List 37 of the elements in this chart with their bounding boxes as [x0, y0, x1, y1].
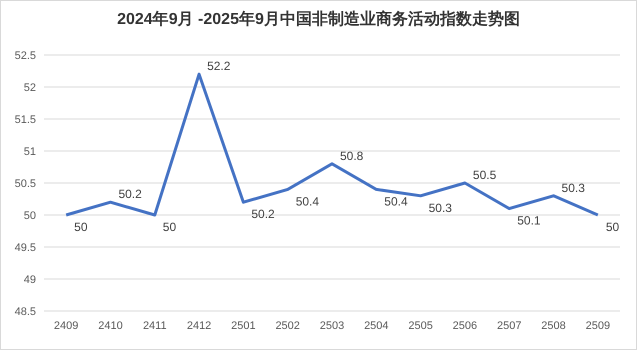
y-tick-label: 52.5: [14, 50, 36, 62]
x-tick-label: 2506: [452, 320, 478, 332]
data-label: 50.2: [118, 187, 142, 202]
x-tick-label: 2501: [231, 320, 256, 332]
y-tick-label: 51: [24, 146, 36, 158]
line-series: [64, 72, 600, 216]
x-tick-label: 2505: [408, 320, 433, 332]
x-tick-label: 2502: [275, 320, 300, 332]
y-tick-label: 50: [24, 210, 36, 222]
x-tick-label: 2504: [364, 320, 389, 332]
x-tick-label: 2411: [142, 320, 167, 332]
data-label: 50.8: [340, 148, 364, 163]
data-label: 50.2: [251, 207, 276, 222]
x-tick-label: 2412: [186, 320, 212, 332]
x-tick-label: 2507: [496, 320, 522, 332]
y-tick-label: 51.5: [14, 114, 36, 126]
y-tick-label: 50.5: [14, 178, 36, 190]
data-label: 50.5: [472, 168, 497, 182]
x-tick-label: 2508: [541, 320, 566, 332]
data-label: 50: [74, 220, 88, 234]
y-tick-label: 52: [24, 82, 36, 94]
y-tick-label: 48.5: [14, 306, 36, 318]
chart-title: 2024年9月 -2025年9月中国非制造业商务活动指数走势图: [117, 10, 520, 28]
y-tick-label: 49.5: [14, 242, 36, 254]
data-label: 50.3: [428, 200, 452, 215]
y-tick-label: 49: [24, 274, 36, 286]
data-label: 50.4: [384, 194, 408, 208]
x-tick-label: 2503: [320, 320, 344, 332]
data-label: 50.4: [296, 194, 320, 208]
x-tick-label: 2509: [586, 320, 610, 332]
data-label: 50.3: [562, 180, 586, 195]
data-label: 50: [162, 220, 176, 234]
x-tick-label: 2409: [54, 320, 78, 332]
data-label: 50.1: [517, 214, 541, 228]
data-label: 52.2: [207, 59, 231, 74]
x-tick-label: 2410: [98, 320, 123, 332]
data-label: 50: [606, 220, 620, 234]
